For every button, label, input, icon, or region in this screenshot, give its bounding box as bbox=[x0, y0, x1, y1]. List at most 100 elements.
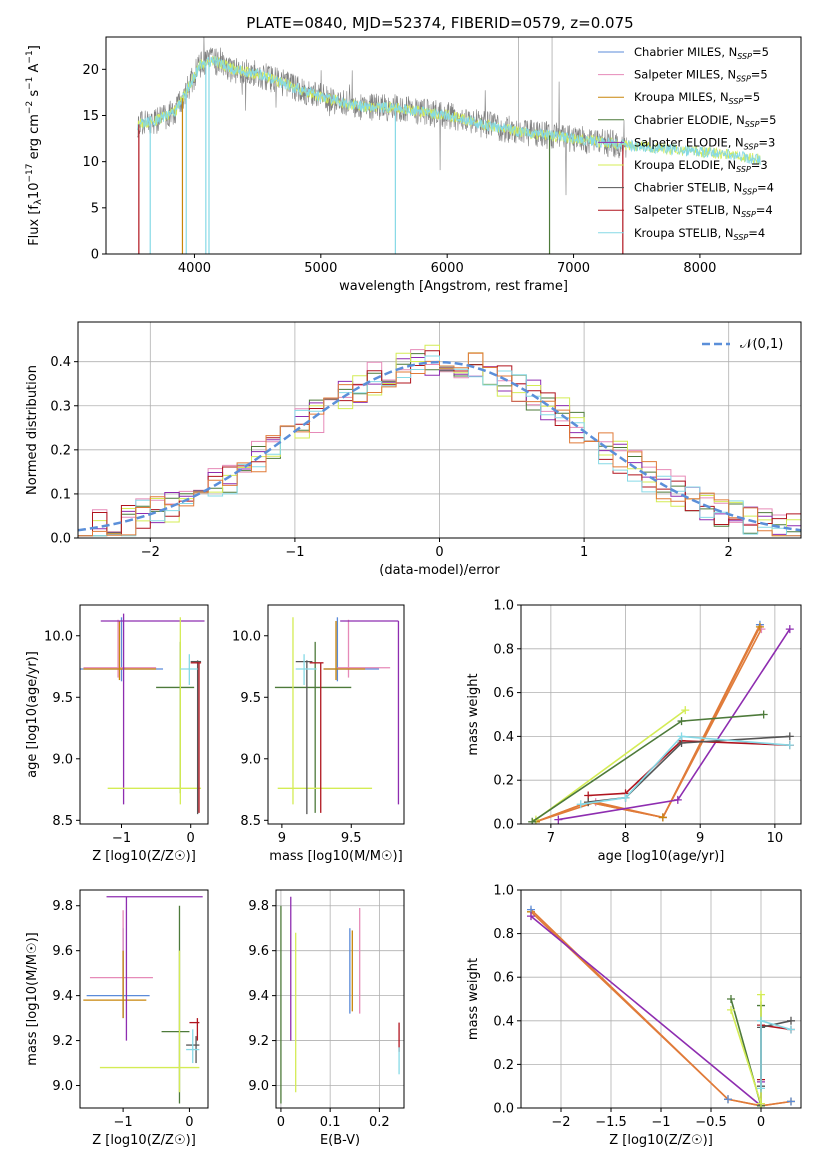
series-line-chabrier-elodie bbox=[531, 713, 764, 823]
y-tick-label: 0 bbox=[91, 248, 99, 263]
series-line-salpeter-elodie bbox=[558, 628, 791, 821]
series-line-kroupa-elodie bbox=[730, 994, 762, 1104]
series-point-kroupa-stelib bbox=[576, 800, 585, 809]
y-tick-label: 9.5 bbox=[240, 691, 261, 706]
y-tick-label: 0.2 bbox=[493, 1058, 514, 1073]
y-tick-label: 9.2 bbox=[248, 1034, 269, 1049]
series-point-chabrier-elodie bbox=[727, 995, 735, 1003]
legend-label: Salpeter MILES, NSSP=5 bbox=[634, 68, 768, 84]
series-point-kroupa-elodie bbox=[727, 1005, 735, 1014]
y-tick-label: 0.8 bbox=[493, 642, 514, 657]
legend-label: Chabrier MILES, NSSP=5 bbox=[634, 45, 769, 61]
legend: 𝒩(0,1) bbox=[702, 337, 783, 352]
panel-massweight_vs_Z: −2 −1.5 −1 −0.5 0 0.0 0.2 0.4 0.6 0.8 1.0 mass weig… bbox=[466, 884, 802, 1148]
y-axis-label: Normed distribution bbox=[25, 365, 40, 495]
x-tick-label: 8 bbox=[621, 831, 629, 846]
series-point-chabrier-stelib bbox=[787, 1016, 795, 1025]
series-point-kroupa-stelib bbox=[787, 1025, 795, 1034]
x-axis-label: Z [log10(Z/Z☉)] bbox=[92, 1133, 196, 1148]
y-tick-label: 0.6 bbox=[493, 971, 514, 986]
series-point-chabrier-miles bbox=[787, 1097, 795, 1106]
x-axis-label: E(B-V) bbox=[320, 1133, 360, 1148]
x-tick-label: 0.1 bbox=[320, 1115, 341, 1130]
y-tick-label: 0.3 bbox=[50, 399, 71, 414]
plot-area bbox=[80, 613, 205, 815]
plot-area bbox=[137, 37, 761, 254]
x-tick-label: 0 bbox=[185, 1115, 193, 1130]
legend-label: Kroupa ELODIE, NSSP=3 bbox=[634, 158, 768, 174]
panel-residuals: −2 −1 0 1 2 0.0 0.1 0.2 0.3 0.4 (data-model)/error… bbox=[25, 321, 802, 578]
legend-label: 𝒩(0,1) bbox=[740, 337, 783, 352]
series-point-chabrier-elodie bbox=[677, 717, 686, 726]
legend-label: Kroupa MILES, NSSP=5 bbox=[634, 90, 760, 106]
series-point-kroupa-elodie bbox=[681, 706, 690, 715]
y-tick-label: 9.4 bbox=[52, 989, 73, 1004]
series-point-kroupa-stelib bbox=[757, 1016, 765, 1025]
series-line-kroupa-miles bbox=[535, 626, 761, 823]
axes-frame bbox=[79, 604, 209, 825]
y-axis-label: mass [log10(M/M☉)] bbox=[25, 932, 40, 1065]
series-point-kroupa-stelib bbox=[621, 793, 630, 802]
x-tick-label: −1 bbox=[112, 831, 131, 846]
x-tick-label: 0 bbox=[757, 1115, 765, 1130]
y-tick-label: 0.2 bbox=[493, 774, 514, 789]
x-tick-label: 0 bbox=[187, 831, 195, 846]
y-tick-label: 15 bbox=[82, 109, 99, 124]
panel-age_vs_Z: −1 0 8.5 9.0 9.5 10.0 age [log10(age/yr)] Z [lo… bbox=[25, 604, 209, 864]
y-tick-label: 0.2 bbox=[50, 443, 71, 458]
series-line-chabrier-miles bbox=[530, 909, 792, 1107]
series-point-salpeter-elodie bbox=[554, 815, 563, 824]
y-tick-label: 9.6 bbox=[52, 944, 73, 959]
plot-area bbox=[83, 896, 203, 1104]
series-point-chabrier-stelib bbox=[785, 732, 794, 741]
plot-area bbox=[527, 905, 795, 1108]
y-tick-label: 8.5 bbox=[52, 814, 73, 829]
legend-label: Salpeter STELIB, NSSP=4 bbox=[634, 203, 773, 219]
figure-title: PLATE=0840, MJD=52374, FIBERID=0579, z=0… bbox=[246, 14, 633, 32]
series-point-kroupa-stelib bbox=[757, 1084, 765, 1093]
axes-frame bbox=[267, 604, 405, 825]
x-tick-label: −1 bbox=[651, 1115, 670, 1130]
panel-massweight_vs_age: 7 8 9 10 0.0 0.2 0.4 0.6 0.8 1.0 mass weight age [l… bbox=[466, 599, 802, 864]
y-tick-label: 5 bbox=[91, 201, 99, 216]
series-line-kroupa-stelib bbox=[760, 1019, 792, 1089]
x-tick-label: 9.5 bbox=[341, 831, 362, 846]
y-tick-label: 9.4 bbox=[248, 989, 269, 1004]
axes-frame bbox=[275, 889, 405, 1109]
x-tick-label: 2 bbox=[725, 545, 733, 560]
panel-age_vs_mass: 9 9.5 8.5 9.0 9.5 10.0 mass [log10(M/M☉)] bbox=[232, 604, 405, 864]
series-line-salpeter-stelib bbox=[760, 1024, 792, 1080]
legend-label: Salpeter ELODIE, NSSP=3 bbox=[634, 135, 775, 151]
x-axis-label: age [log10(age/yr)] bbox=[598, 849, 725, 864]
axes-frame bbox=[105, 36, 802, 255]
y-tick-label: 1.0 bbox=[493, 884, 514, 899]
spectrum-line bbox=[137, 37, 627, 196]
x-axis-label: Z [log10(Z/Z☉)] bbox=[92, 849, 196, 864]
y-tick-label: 9.8 bbox=[52, 899, 73, 914]
plot-area bbox=[280, 896, 400, 1104]
x-tick-label: 7 bbox=[547, 831, 555, 846]
y-tick-label: 9.0 bbox=[52, 752, 73, 767]
series-point-kroupa-elodie bbox=[757, 1099, 765, 1108]
y-tick-label: 0.4 bbox=[50, 355, 71, 370]
panel-spectrum: 4000 5000 6000 7000 8000 0 5 10 15 20 wavelength [… bbox=[25, 36, 802, 294]
y-tick-label: 10 bbox=[82, 155, 99, 170]
x-tick-label: −1.5 bbox=[595, 1115, 627, 1130]
y-tick-label: 9.0 bbox=[52, 1079, 73, 1094]
x-tick-label: 1 bbox=[580, 545, 588, 560]
legend-label: Chabrier STELIB, NSSP=4 bbox=[634, 181, 774, 197]
residual-histogram bbox=[78, 355, 801, 537]
y-tick-label: 10.0 bbox=[232, 629, 261, 644]
series-point-chabrier-elodie bbox=[528, 817, 537, 824]
x-tick-label: −2 bbox=[141, 545, 160, 560]
y-tick-label: 0.4 bbox=[493, 730, 514, 745]
series-line-kroupa-stelib bbox=[580, 735, 790, 806]
x-tick-label: 0 bbox=[435, 545, 443, 560]
y-tick-label: 9.6 bbox=[248, 944, 269, 959]
x-tick-label: 6000 bbox=[431, 261, 464, 276]
plot-area bbox=[78, 344, 801, 537]
series-point-kroupa-stelib bbox=[677, 732, 686, 741]
series-line-chabrier-stelib bbox=[760, 1020, 792, 1087]
x-tick-label: 0.2 bbox=[369, 1115, 390, 1130]
